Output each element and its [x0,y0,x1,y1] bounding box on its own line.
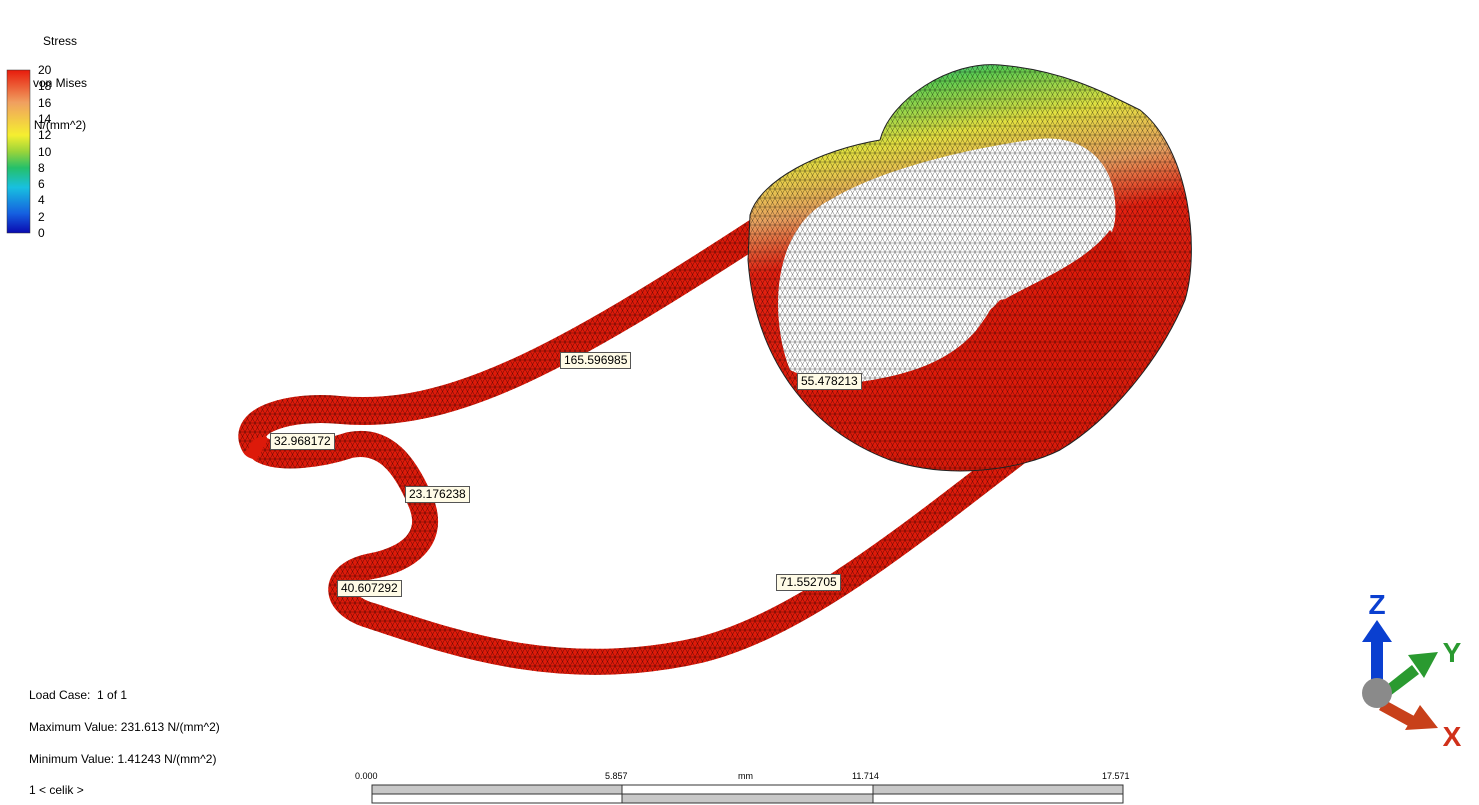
max-value: Maximum Value: 231.613 N/(mm^2) [29,720,220,734]
legend-bar [7,70,30,233]
scale-unit: mm [738,771,753,781]
page: Z Y X Stress von Mises N/(mm^2) 20181614… [0,0,1479,805]
legend-tick-label: 18 [38,79,51,93]
load-case: Load Case: 1 of 1 [29,688,127,702]
probe-label: 165.596985 [560,352,631,369]
legend-tick-label: 16 [38,96,51,110]
axis-x: X [1443,721,1462,752]
scale-label: 17.571 [1102,771,1130,781]
axis-z: Z [1368,589,1385,620]
viewport: Z Y X [0,0,1479,805]
legend-tick-label: 12 [38,128,51,142]
legend-title-line: Stress [33,34,87,48]
scale-label: 0.000 [355,771,378,781]
scale-label: 11.714 [852,771,879,781]
legend-tick-label: 4 [38,193,45,207]
axis-triad: Z Y X [1362,589,1462,752]
probe-label: 23.176238 [405,486,470,503]
probe-label: 71.552705 [776,574,841,591]
legend-tick-label: 20 [38,63,51,77]
probe-label: 40.607292 [337,580,402,597]
probe-label: 55.478213 [797,373,862,390]
model [252,65,1191,662]
legend-tick-label: 2 [38,210,45,224]
probe-label: 32.968172 [270,433,335,450]
legend-tick-label: 14 [38,112,51,126]
legend-tick-label: 8 [38,161,45,175]
material: 1 < celik > [29,783,84,797]
legend-tick-label: 0 [38,226,45,240]
scale-bar [372,785,1123,803]
legend-tick-label: 10 [38,145,51,159]
legend-tick-label: 6 [38,177,45,191]
scale-label: 5.857 [605,771,628,781]
min-value: Minimum Value: 1.41243 N/(mm^2) [29,752,216,766]
axis-y: Y [1443,637,1462,668]
